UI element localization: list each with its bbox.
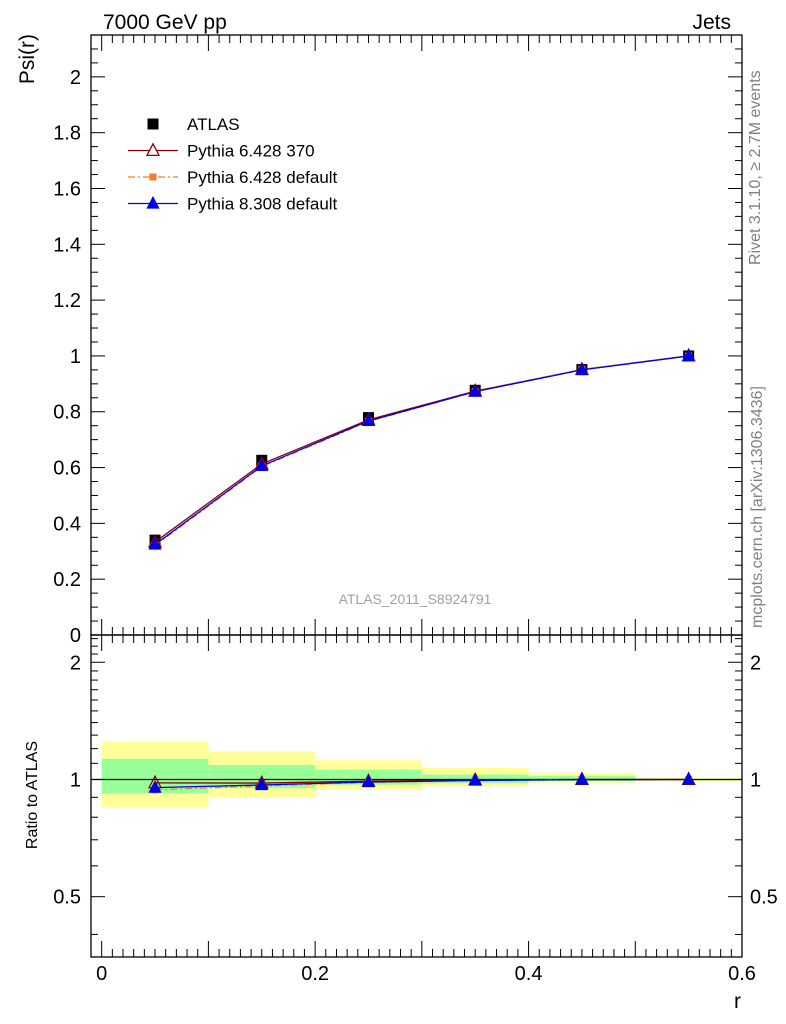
main-y-tick-label: 1.2 [53, 290, 81, 312]
rivet-label: Rivet 3.1.10, ≥ 2.7M events [747, 70, 764, 265]
ratio-y-tick-label: 2 [70, 652, 81, 674]
legend-label-pythia-6-428-default: Pythia 6.428 default [187, 168, 338, 187]
legend-marker-pythia-8-308-default [146, 195, 160, 209]
legend-marker-pythia-6-428-370 [145, 142, 161, 157]
marker-pythia-8-308-default [255, 458, 269, 471]
x-tick-label: 0.4 [515, 963, 543, 985]
main-y-tick-label: 0.2 [53, 569, 81, 591]
legend-label-pythia-6-428-370: Pythia 6.428 370 [187, 142, 315, 161]
x-axis-label: r [734, 990, 741, 1013]
legend-marker-atlas [147, 118, 159, 130]
x-tick-label: 0.6 [728, 963, 756, 985]
ratio-y-tick-label-right: 1 [750, 769, 761, 791]
main-y-tick-label: 0.4 [53, 513, 81, 535]
main-y-tick-label: 0 [70, 625, 81, 647]
main-y-axis-label: Psi(r) [16, 34, 39, 84]
legend-marker-pythia-6-428-default [149, 173, 157, 181]
main-y-tick-label: 0.8 [53, 402, 81, 424]
ratio-marker-pythia-8-308-default [468, 772, 482, 786]
ratio-y-tick-label-right: 2 [750, 652, 761, 674]
legend: ATLAS Pythia 6.428 370 Pythia 6.428 defaul… [128, 115, 338, 214]
header-left: 7000 GeV pp [103, 11, 227, 34]
main-y-tick-label: 1.8 [53, 123, 81, 145]
ratio-marker-pythia-8-308-default [575, 772, 589, 785]
marker-pythia-8-308-default [575, 362, 589, 375]
marker-pythia-8-308-default [361, 413, 376, 427]
main-y-tick-label: 1.4 [53, 234, 81, 256]
ratio-plot: 0 0.2 0.4 0.6 0.5 0.5 1 1 2 2 [53, 634, 778, 985]
ratio-line-pythia-8-308-default [155, 778, 689, 789]
marker-pythia-8-308-default [468, 384, 482, 397]
x-tick-label: 0.2 [301, 963, 329, 985]
series-line-pythia-6-428-default [154, 355, 689, 547]
ratio-y-tick-label: 0.5 [53, 887, 81, 909]
legend-label-pythia-8-308-default: Pythia 8.308 default [187, 195, 338, 214]
marker-pythia-8-308-default [682, 348, 696, 362]
series-line-pythia-6-428-370 [154, 355, 689, 543]
analysis-label: ATLAS_2011_S8924791 [339, 591, 492, 607]
ratio-marker-pythia-8-308-default [361, 774, 376, 788]
x-tick-label: 0 [96, 963, 107, 985]
mcplots-label: mcplots.cern.ch [arXiv:1306.3436] [749, 386, 766, 628]
ratio-y-axis-label: Ratio to ATLAS [24, 741, 41, 849]
main-y-tick-label: 1.6 [53, 178, 81, 200]
legend-label-atlas: ATLAS [187, 115, 240, 134]
main-y-tick-label: 0.6 [53, 458, 81, 480]
series-line-pythia-8-308-default [154, 355, 689, 546]
ratio-y-tick-label: 1 [70, 769, 81, 791]
ratio-plot-frame [90, 634, 743, 958]
ratio-y-tick-label-right: 0.5 [750, 887, 778, 909]
main-y-tick-label: 2 [70, 67, 81, 89]
header-right: Jets [692, 11, 731, 34]
ratio-marker-pythia-8-308-default [682, 771, 696, 785]
ratio-marker-pythia-8-308-default [255, 777, 269, 791]
ratio-marker-pythia-8-308-default [148, 780, 162, 793]
marker-pythia-8-308-default [148, 537, 162, 550]
main-y-tick-label: 1 [70, 346, 81, 368]
